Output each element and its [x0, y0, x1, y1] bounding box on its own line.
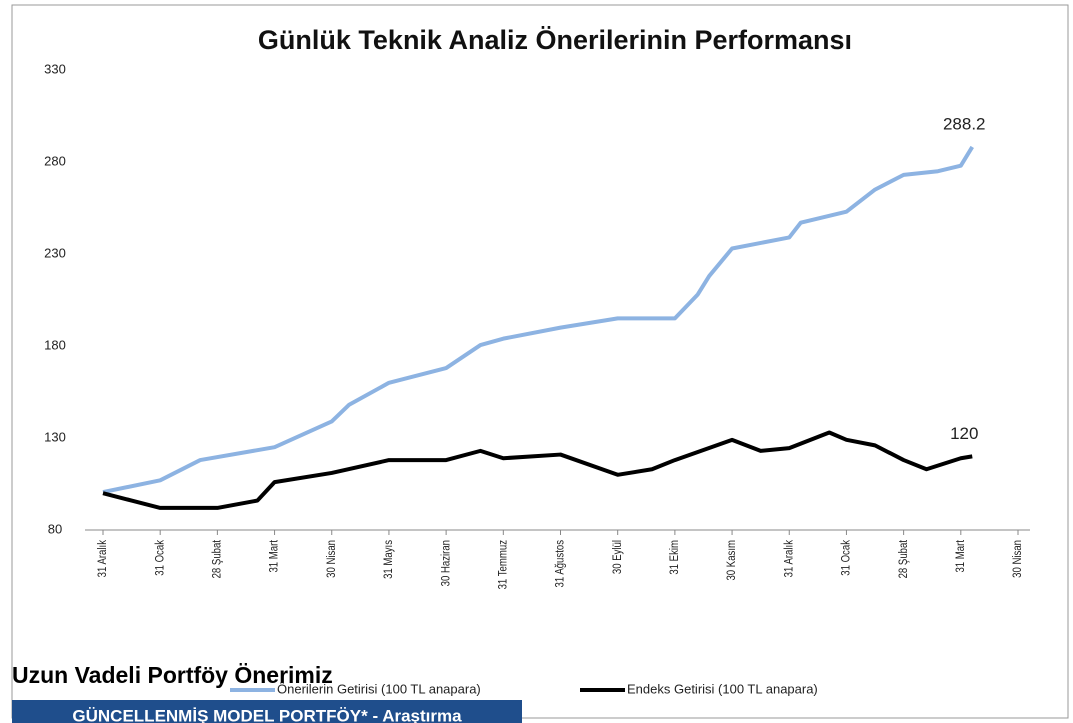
- x-tick-label: 31 Aralık: [96, 540, 109, 578]
- x-tick-label: 28 Şubat: [211, 540, 224, 578]
- legend-label: Endeks Getirisi (100 TL anapara): [627, 681, 818, 696]
- x-tick-label: 31 Ocak: [840, 540, 853, 576]
- end-label: 120: [950, 424, 978, 443]
- x-tick-label: 30 Kasım: [725, 540, 738, 581]
- x-tick-label: 30 Nisan: [1011, 540, 1024, 578]
- x-tick-label: 31 Mayıs: [382, 540, 395, 579]
- x-tick-label: 31 Mart: [954, 540, 967, 573]
- x-tick-label: 31 Mart: [268, 540, 281, 573]
- y-tick-label: 330: [44, 61, 66, 76]
- x-tick-label: 31 Aralık: [782, 540, 795, 578]
- end-label: 288.2: [943, 114, 986, 133]
- y-tick-label: 130: [44, 429, 66, 444]
- heading: Uzun Vadeli Portföy Önerimiz: [12, 662, 333, 688]
- x-tick-label: 31 Ağustos: [554, 540, 567, 588]
- series-line: [102, 430, 973, 510]
- y-tick-label: 280: [44, 153, 66, 168]
- series-line: [102, 145, 974, 495]
- chart-title: Günlük Teknik Analiz Önerilerinin Perfor…: [258, 25, 852, 55]
- y-tick-label: 80: [48, 521, 62, 536]
- chart-frame: [11, 4, 1069, 719]
- x-tick-label: 28 Şubat: [897, 540, 910, 578]
- x-tick-label: 31 Temmuz: [497, 540, 510, 589]
- legend-label: Önerilerin Getirisi (100 TL anapara): [277, 681, 481, 696]
- x-tick-label: 31 Ocak: [153, 540, 166, 576]
- x-tick-label: 30 Eylül: [611, 540, 624, 574]
- y-tick-label: 180: [44, 337, 66, 352]
- x-tick-label: 30 Nisan: [325, 540, 338, 578]
- y-tick-label: 230: [44, 245, 66, 260]
- box-title: GÜNCELLENMİŞ MODEL PORTFÖY* - Araştırma: [72, 706, 462, 723]
- x-tick-label: 31 Ekim: [668, 540, 681, 575]
- box-header: [12, 700, 522, 723]
- x-tick-label: 30 Haziran: [439, 540, 452, 586]
